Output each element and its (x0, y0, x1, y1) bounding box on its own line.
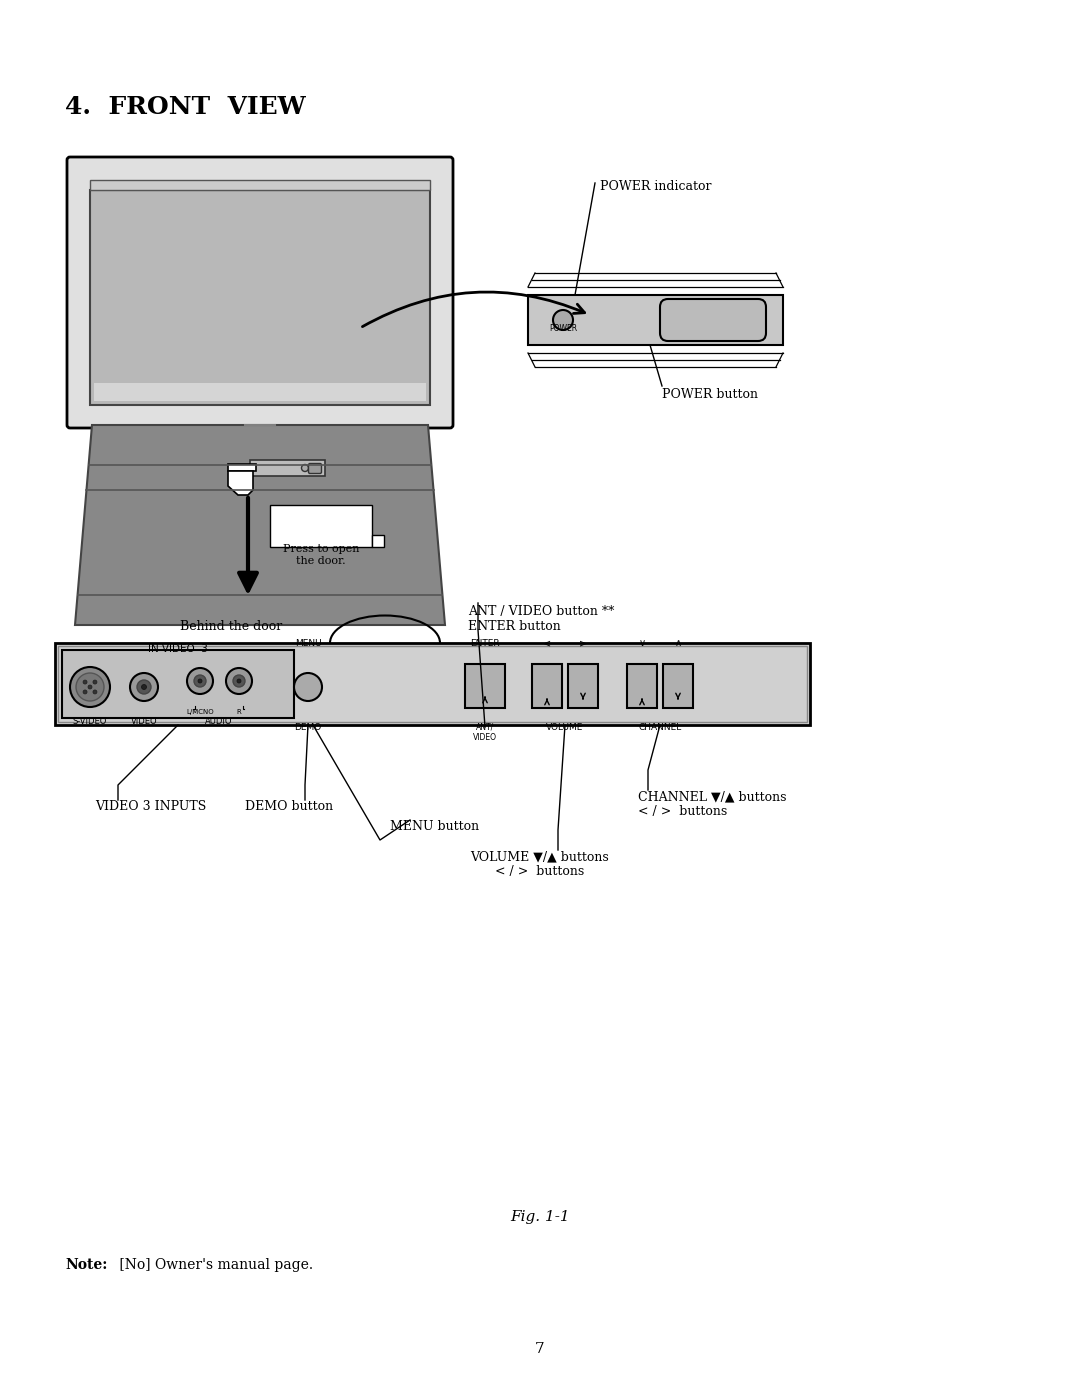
Text: Press to open
the door.: Press to open the door. (283, 543, 360, 566)
Text: VOLUME: VOLUME (546, 724, 583, 732)
Text: >: > (579, 638, 588, 648)
Circle shape (194, 675, 206, 687)
Polygon shape (228, 471, 253, 495)
Bar (568, 664, 598, 708)
Text: 7: 7 (536, 1343, 544, 1356)
Bar (528, 295, 783, 345)
Circle shape (301, 464, 309, 472)
Circle shape (237, 679, 241, 683)
Text: CHANNEL ▼/▲ buttons
< / >  buttons: CHANNEL ▼/▲ buttons < / > buttons (638, 789, 786, 819)
Circle shape (226, 668, 252, 694)
Bar (62, 650, 294, 718)
Polygon shape (372, 535, 384, 548)
Bar (90, 190, 430, 405)
Bar (55, 643, 810, 725)
Text: 4.  FRONT  VIEW: 4. FRONT VIEW (65, 95, 306, 119)
Text: Note:: Note: (65, 1259, 107, 1273)
Text: [No] Owner's manual page.: [No] Owner's manual page. (114, 1259, 313, 1273)
Circle shape (141, 685, 147, 690)
Text: POWER indicator: POWER indicator (600, 180, 712, 193)
Circle shape (76, 673, 104, 701)
Text: IN-VIDEO  3: IN-VIDEO 3 (148, 644, 208, 654)
Circle shape (87, 685, 92, 689)
Text: ∨: ∨ (638, 638, 646, 648)
Circle shape (553, 310, 573, 330)
Text: AUDIO: AUDIO (205, 717, 233, 726)
Polygon shape (228, 464, 256, 471)
FancyBboxPatch shape (660, 299, 766, 341)
Circle shape (187, 668, 213, 694)
Circle shape (93, 690, 97, 694)
Text: <: < (543, 638, 551, 648)
Circle shape (294, 673, 322, 701)
Circle shape (70, 666, 110, 707)
Text: DEMO: DEMO (295, 724, 322, 732)
Text: R: R (237, 710, 241, 715)
Bar (465, 664, 505, 708)
Text: Behind the door: Behind the door (180, 620, 282, 633)
Bar (58, 645, 807, 722)
Text: ANT/
VIDEO: ANT/ VIDEO (473, 724, 497, 742)
Bar (532, 664, 562, 708)
Circle shape (93, 680, 97, 685)
Text: ∧: ∧ (674, 638, 681, 648)
Circle shape (198, 679, 202, 683)
Text: POWER: POWER (549, 324, 577, 332)
Text: VIDEO: VIDEO (131, 717, 158, 726)
Text: ANT / VIDEO button **
ENTER button: ANT / VIDEO button ** ENTER button (468, 605, 615, 633)
Text: Fig. 1-1: Fig. 1-1 (510, 1210, 570, 1224)
Text: POWER button: POWER button (662, 388, 758, 401)
Bar (270, 504, 372, 548)
Polygon shape (75, 425, 445, 624)
Circle shape (83, 680, 87, 685)
FancyBboxPatch shape (309, 464, 322, 474)
Bar (94, 383, 426, 401)
Text: VOLUME ▼/▲ buttons
< / >  buttons: VOLUME ▼/▲ buttons < / > buttons (471, 849, 609, 877)
Text: MENU button: MENU button (390, 820, 480, 833)
Bar (249, 460, 325, 476)
Bar (90, 180, 430, 190)
Bar (663, 664, 693, 708)
Circle shape (233, 675, 245, 687)
FancyBboxPatch shape (67, 156, 453, 427)
Circle shape (130, 673, 158, 701)
Text: L/MCNO: L/MCNO (186, 710, 214, 715)
Text: DEMO button: DEMO button (245, 800, 333, 813)
Text: CHANNEL: CHANNEL (638, 724, 681, 732)
Circle shape (137, 680, 151, 694)
Text: S-VIDEO: S-VIDEO (72, 717, 107, 726)
Text: MENU: MENU (295, 638, 322, 648)
Text: ENTER: ENTER (470, 638, 500, 648)
Text: VIDEO 3 INPUTS: VIDEO 3 INPUTS (95, 800, 206, 813)
Bar (627, 664, 657, 708)
Circle shape (83, 690, 87, 694)
